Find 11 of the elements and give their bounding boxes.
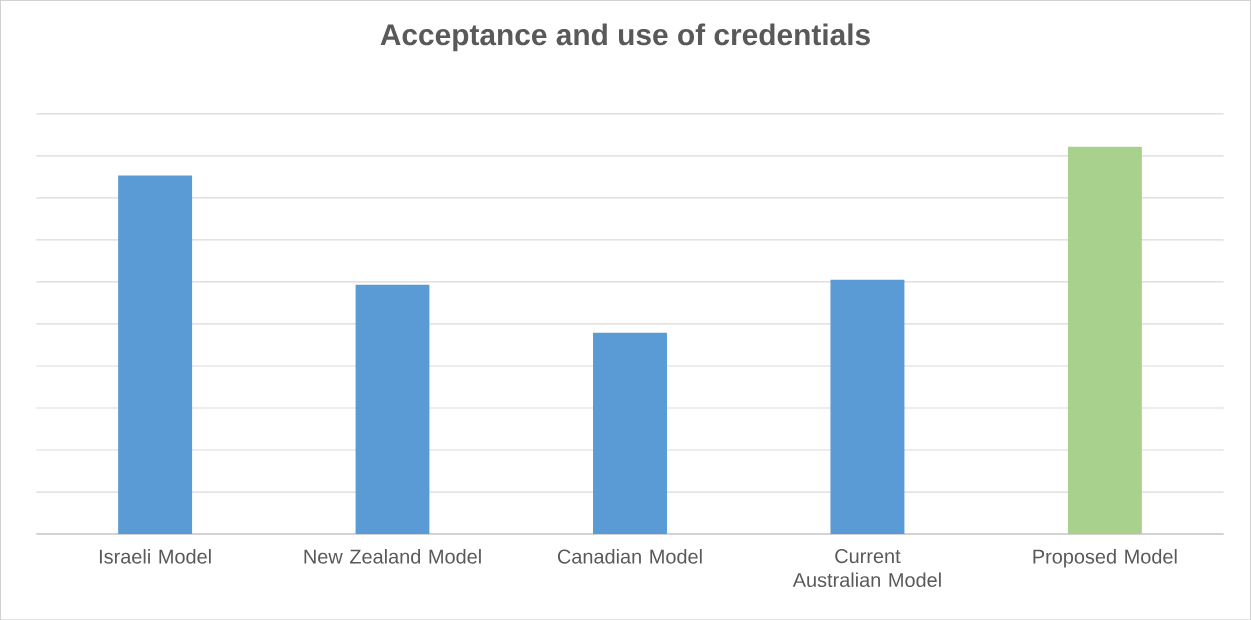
x-tick-label: Canadian Model (557, 548, 702, 564)
bar (355, 284, 430, 534)
bar (593, 332, 667, 534)
x-tick-label: Proposed Model (1033, 548, 1177, 568)
bar (830, 279, 905, 534)
bar (118, 175, 193, 534)
x-tick-label: New Zealand Model (304, 548, 481, 564)
chart-title: Acceptance and use of credentials (380, 23, 870, 52)
x-tick-label: Current Australian Model (792, 548, 941, 587)
bar (1067, 146, 1142, 534)
x-tick-label: Israeli Model (99, 548, 211, 564)
